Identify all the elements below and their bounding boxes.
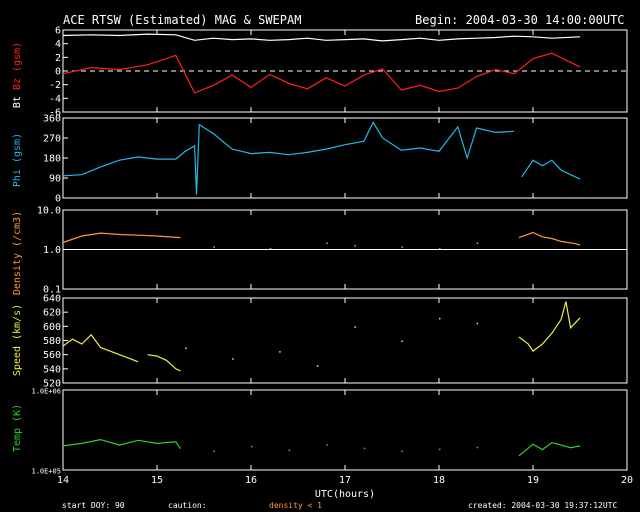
temp-sparse-point (476, 446, 479, 449)
speed-ytick-label: 540 (43, 364, 61, 375)
mag-ytick-label: -6 (49, 108, 61, 119)
x-tick-label: 19 (527, 475, 539, 486)
phi-series-line (521, 159, 581, 180)
mag-series-line (62, 52, 581, 94)
chart-title: ACE RTSW (Estimated) MAG & SWEPAM (63, 13, 301, 27)
bz-label: Bz (12, 78, 23, 90)
axes: 6420-2-4-636027018090010.01.00.164062060… (31, 26, 633, 487)
phi-ytick-label: 0 (55, 194, 61, 205)
speed-ytick-label: 520 (43, 379, 61, 390)
density-ytick-label: 1.0 (43, 245, 61, 256)
density-series-line (518, 231, 581, 246)
density-ytick-label: 10.0 (37, 206, 61, 217)
mag-ylabel: Bt Bz (gsm) (12, 42, 23, 108)
x-tick-label: 20 (621, 475, 633, 486)
x-tick-label: 15 (151, 475, 163, 486)
temp-ytick-label: 1.0E+06 (31, 388, 61, 396)
mag-ytick-label: 4 (55, 39, 61, 50)
density-sparse-point (213, 246, 215, 248)
speed-sparse-point (316, 365, 319, 367)
density-sparse-point (439, 247, 441, 250)
density-ytick-label: 0.1 (43, 285, 61, 296)
phi-ytick-label: 270 (43, 134, 61, 145)
speed-ylabel: Speed (km/s) (12, 304, 23, 376)
speed-series-line (62, 333, 139, 363)
created-time: created: 2004-03-30 19:37:12UTC (468, 501, 617, 510)
phi-ytick-label: 90 (49, 174, 61, 185)
temp-ylabel: Temp (K) (12, 404, 23, 452)
begin-time: Begin: 2004-03-30 14:00:00UTC (415, 13, 625, 27)
density-sparse-point (476, 242, 479, 245)
speed-ytick-label: 560 (43, 350, 61, 361)
temp-series-line (518, 441, 581, 457)
density-sparse-point (269, 247, 272, 250)
temp-series-line (62, 438, 181, 449)
speed-ytick-label: 640 (43, 294, 61, 305)
density-ylabel: Density (/cm3) (12, 211, 23, 295)
speed-sparse-point (279, 351, 281, 353)
x-tick-label: 16 (245, 475, 257, 486)
temp-sparse-point (439, 448, 441, 451)
x-tick-label: 18 (433, 475, 445, 486)
mag-ytick-label: -4 (49, 94, 61, 105)
temp-sparse-point (326, 444, 328, 446)
density-sparse-point (354, 244, 356, 247)
speed-ytick-label: 600 (43, 322, 61, 333)
speed-sparse-point (401, 340, 403, 342)
density-sparse-point (401, 246, 403, 248)
mag-ytick-label: -2 (49, 80, 61, 91)
speed-sparse-point (476, 322, 479, 325)
x-axis-label: UTC(hours) (315, 489, 375, 500)
start-doy: start DOY: 90 (62, 501, 125, 510)
mag-ytick-label: 6 (55, 26, 61, 37)
density-series-line (62, 232, 181, 244)
bt-label: Bt (12, 96, 23, 108)
density-caution: density < 1 (269, 501, 322, 510)
x-tick-label: 17 (339, 475, 351, 486)
speed-series-line (147, 354, 181, 372)
speed-sparse-point (439, 317, 441, 320)
temp-ytick-label: 1.0E+05 (31, 468, 61, 476)
temp-sparse-point (363, 447, 366, 450)
svg-text:Bt Bz (gsm): Bt Bz (gsm) (12, 42, 23, 108)
mag-ytick-label: 2 (55, 53, 61, 64)
speed-sparse-point (354, 326, 356, 328)
mag-ytick-label: 0 (55, 67, 61, 78)
gsm-label: (gsm) (12, 42, 23, 72)
speed-series-line (518, 301, 581, 352)
mag-series-line (62, 33, 581, 42)
speed-sparse-point (232, 358, 234, 360)
temp-sparse-point (288, 449, 291, 452)
phi-ytick-label: 360 (43, 114, 61, 125)
phi-series-line (62, 121, 515, 195)
speed-ytick-label: 620 (43, 308, 61, 319)
data-marks (62, 33, 627, 457)
temp-sparse-point (251, 445, 253, 448)
temp-sparse-point (213, 450, 215, 453)
speed-ytick-label: 580 (43, 336, 61, 347)
caution-label: caution: (168, 501, 207, 510)
phi-ytick-label: 180 (43, 154, 61, 165)
density-sparse-point (326, 242, 328, 245)
temp-sparse-point (401, 450, 403, 453)
phi-ylabel: Phi (gsm) (12, 133, 23, 187)
x-tick-label: 14 (57, 475, 69, 486)
speed-sparse-point (185, 347, 187, 350)
